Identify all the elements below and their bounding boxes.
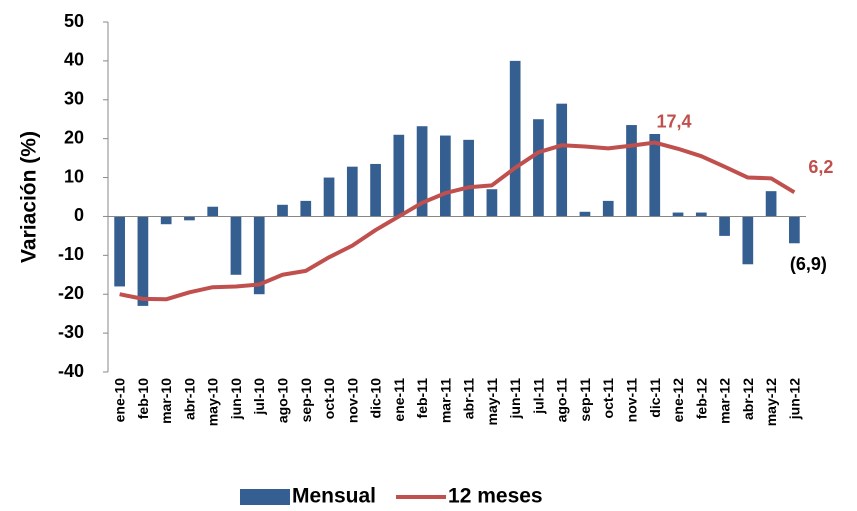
y-tick-label: 30	[64, 89, 84, 109]
bar	[277, 204, 288, 217]
bar	[649, 134, 661, 217]
bar	[672, 212, 684, 217]
x-tick-label: ago-10	[275, 378, 291, 423]
legend-swatch	[240, 489, 290, 505]
x-tick-label: jul-11	[530, 378, 546, 415]
x-tick-label: nov-10	[344, 378, 360, 423]
bar	[160, 216, 172, 225]
bar	[765, 191, 777, 217]
value-label: 6,2	[808, 157, 833, 177]
bar	[626, 125, 637, 217]
y-tick-label: 0	[74, 205, 84, 225]
legend-label: 12 meses	[448, 485, 543, 508]
bar	[579, 211, 591, 217]
y-tick-label: -10	[58, 244, 84, 264]
bar	[719, 216, 730, 236]
x-tick-label: ene-12	[670, 378, 686, 423]
y-tick-label: 40	[64, 50, 84, 70]
bar	[207, 206, 219, 217]
value-label: 17,4	[657, 112, 692, 132]
x-tick-label: feb-12	[693, 378, 709, 419]
bar	[370, 163, 381, 217]
bar	[393, 134, 405, 217]
bar	[230, 216, 242, 275]
bar	[323, 177, 335, 217]
y-axis-label: Variación (%)	[18, 131, 41, 263]
x-tick-label: mar-10	[158, 378, 174, 424]
x-tick-label: ago-11	[554, 378, 570, 423]
x-tick-label: may-10	[205, 378, 221, 426]
y-tick-label: 20	[64, 127, 84, 147]
x-tick-label: may-12	[763, 378, 779, 426]
bar	[440, 135, 451, 217]
bar	[300, 200, 312, 217]
x-tick-label: sep-10	[298, 378, 314, 423]
x-tick-label: oct-11	[600, 378, 616, 419]
x-tick-label: abr-12	[740, 378, 756, 420]
bar	[253, 216, 265, 295]
x-tick-label: may-11	[484, 378, 500, 426]
x-tick-label: oct-10	[321, 378, 337, 419]
bar	[137, 216, 149, 306]
bar	[695, 212, 707, 217]
x-tick-label: dic-10	[368, 378, 384, 419]
x-tick-label: jul-10	[251, 378, 267, 416]
bar	[463, 139, 474, 217]
x-tick-label: feb-10	[135, 378, 151, 419]
x-tick-label: jun-11	[507, 378, 523, 420]
x-tick-label: mar-12	[717, 378, 733, 424]
bar	[486, 189, 498, 217]
y-tick-label: -40	[58, 361, 84, 381]
x-tick-label: dic-11	[647, 378, 663, 418]
bar	[509, 60, 521, 217]
y-tick-label: -30	[58, 322, 84, 342]
x-tick-label: ene-10	[112, 378, 128, 423]
x-tick-label: jun-12	[786, 378, 802, 420]
x-tick-label: abr-11	[461, 378, 477, 419]
line	[119, 140, 796, 302]
x-tick-label: jun-10	[228, 378, 244, 420]
bar	[789, 216, 800, 244]
x-tick-label: sep-11	[577, 378, 593, 422]
legend-label: Mensual	[292, 485, 376, 508]
y-tick-label: -20	[58, 283, 84, 303]
x-tick-label: abr-10	[181, 378, 197, 420]
y-tick-label: 50	[64, 11, 84, 31]
x-tick-label: mar-11	[437, 378, 453, 423]
bar	[742, 216, 754, 265]
x-tick-label: ene-11	[391, 378, 407, 422]
x-tick-label: nov-11	[624, 378, 640, 423]
bar	[533, 119, 544, 217]
bar	[346, 166, 358, 217]
bar	[602, 200, 614, 217]
value-label: (6,9)	[790, 254, 827, 274]
x-tick-label: feb-11	[414, 378, 430, 419]
bar	[184, 216, 195, 221]
bar	[114, 216, 125, 287]
bar	[416, 126, 428, 217]
bar	[556, 103, 568, 217]
y-tick-label: 10	[64, 166, 84, 186]
